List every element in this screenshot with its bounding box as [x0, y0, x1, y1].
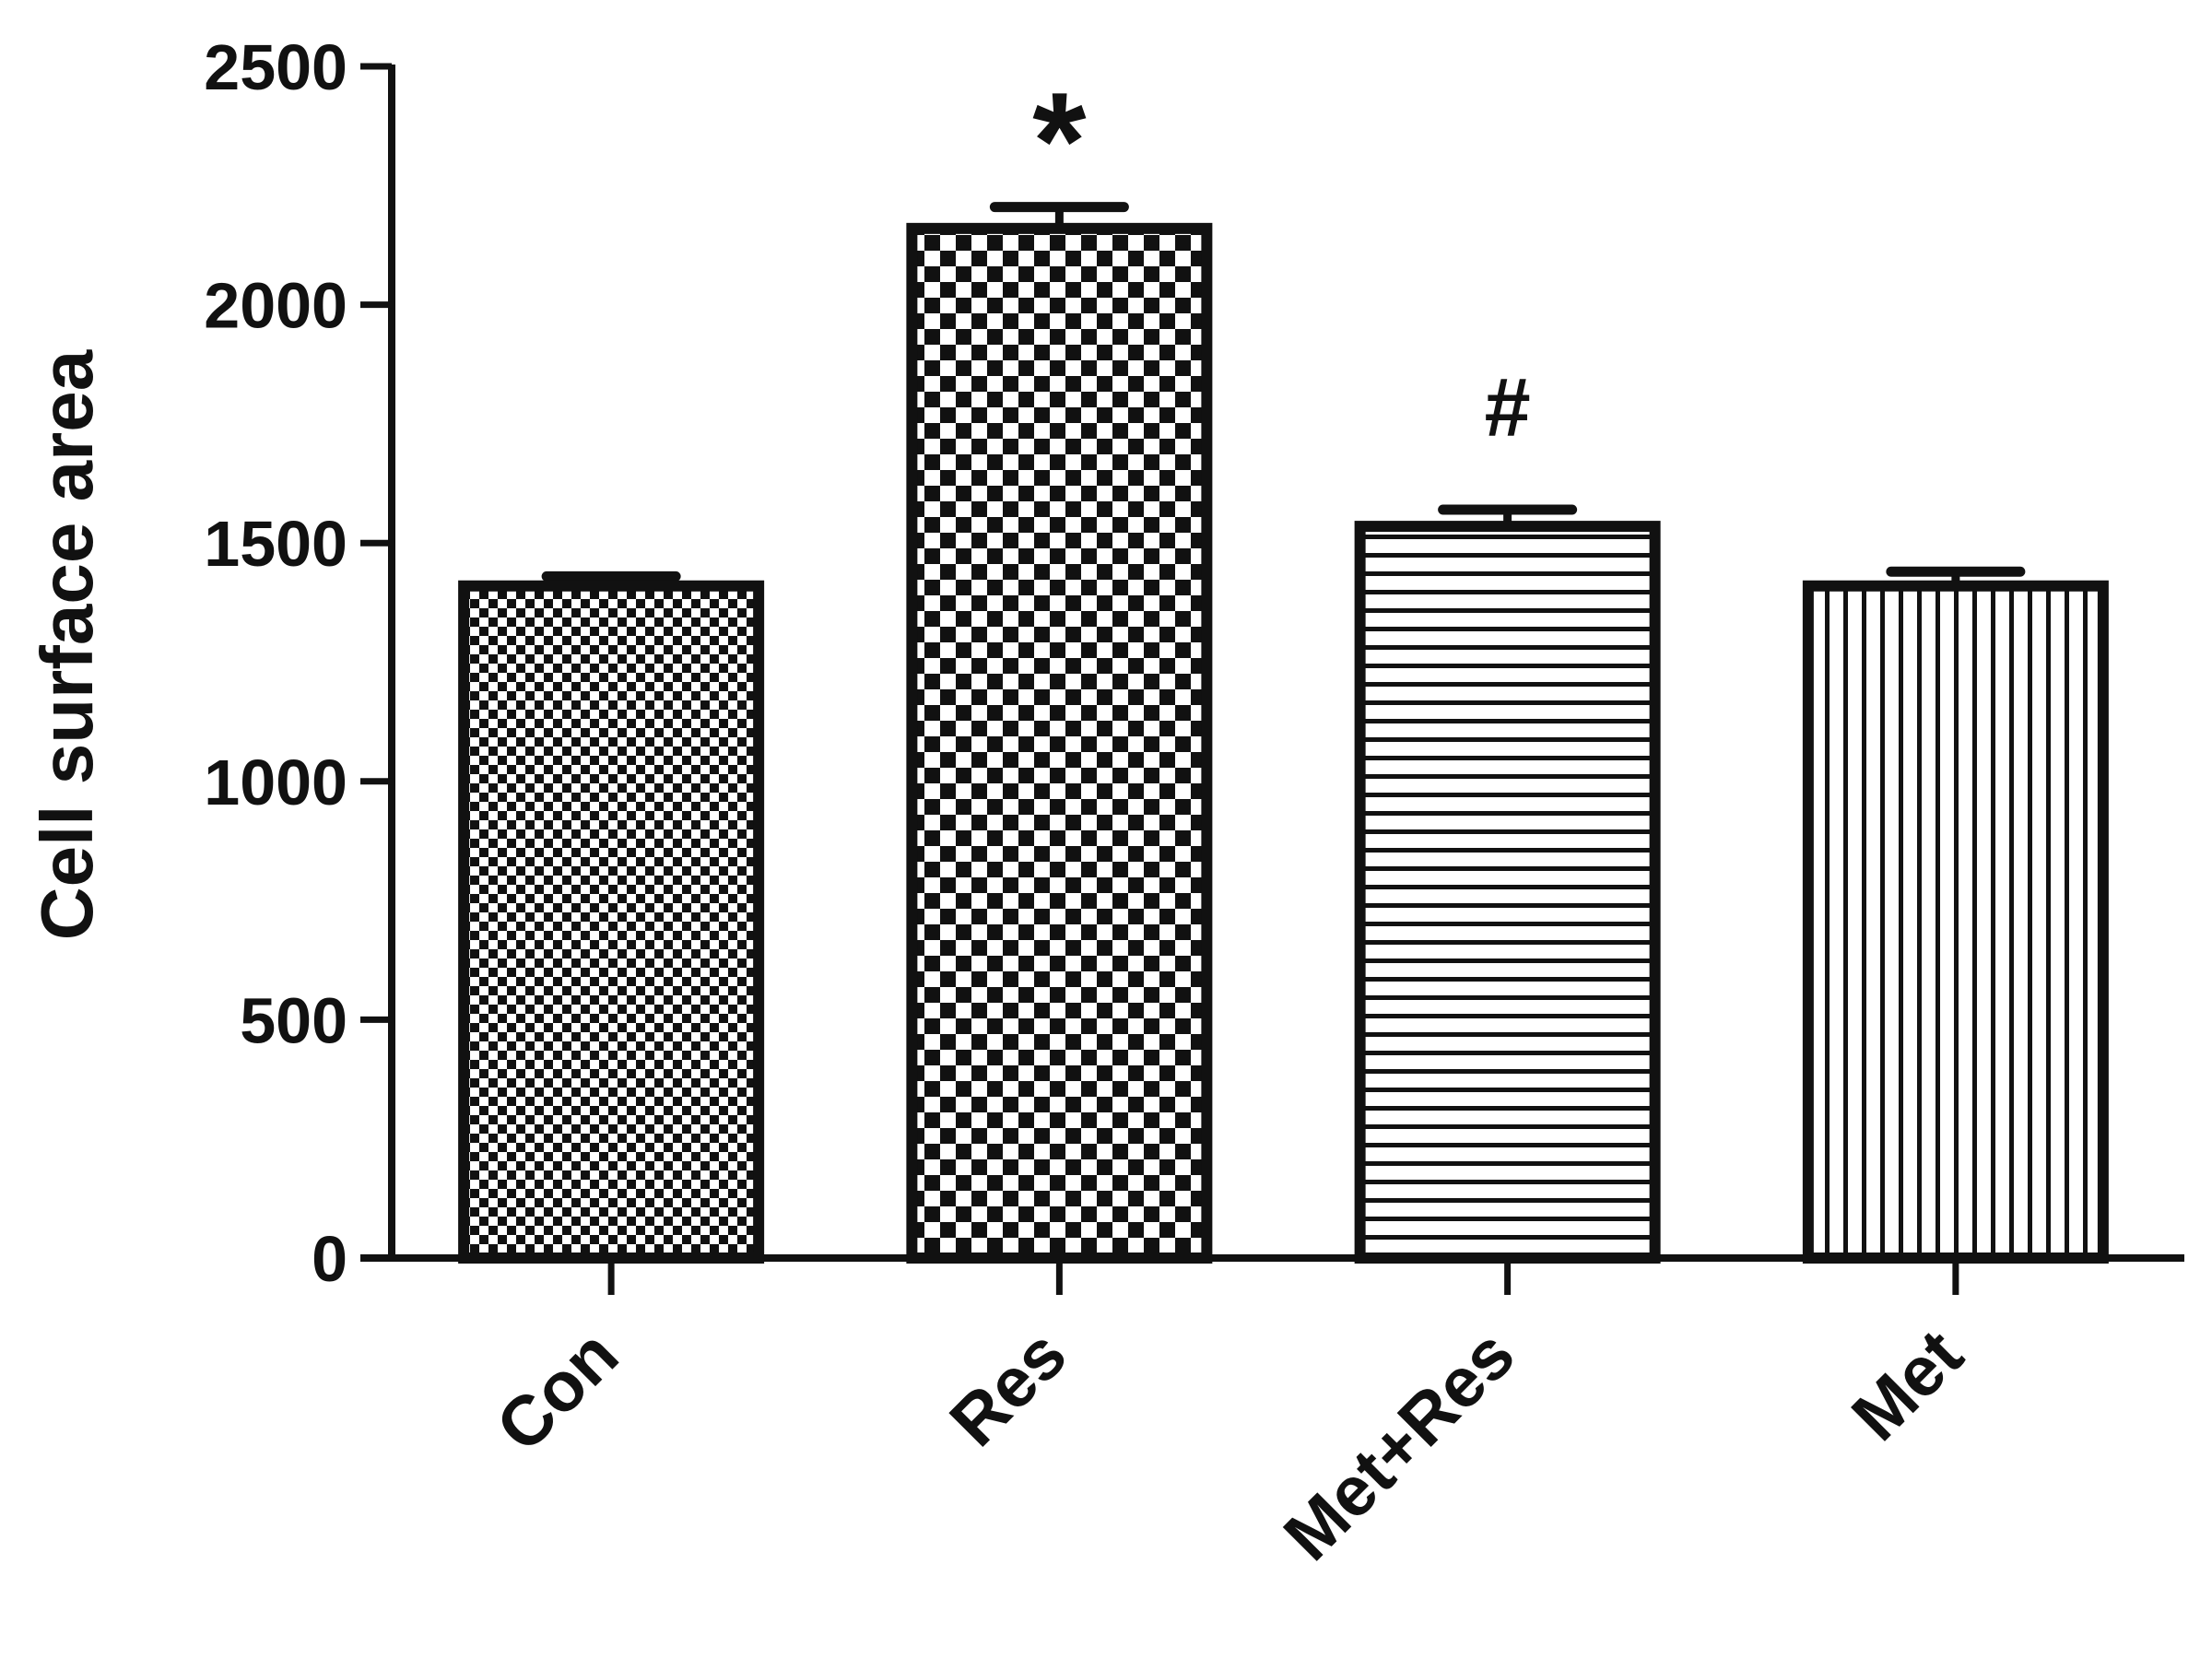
- y-tick-label: 1500: [204, 508, 347, 580]
- x-tick-labels: Con Res Met+Res Met: [482, 1315, 1978, 1576]
- y-tick-label: 500: [240, 984, 347, 1056]
- y-tick-label: 1000: [204, 747, 347, 818]
- x-tick-label: Met+Res: [1269, 1315, 1530, 1576]
- x-tick-label: Met: [1837, 1315, 1978, 1456]
- y-tick-label: 2500: [204, 31, 347, 103]
- x-tick-label: Con: [482, 1315, 634, 1467]
- significance-marker: *: [1032, 64, 1087, 218]
- significance-annotations: *#: [1032, 64, 1530, 454]
- bars-group: [458, 202, 2109, 1264]
- bar-met: [1802, 580, 2109, 1264]
- bar-con: [458, 580, 765, 1264]
- y-axis: 0 500 1000 1500 2000 2500: [204, 31, 395, 1295]
- bar-met-res: [1354, 521, 1661, 1264]
- y-axis-title: Cell surface area: [26, 349, 108, 940]
- significance-marker: #: [1485, 362, 1531, 454]
- x-tick-label: Res: [935, 1315, 1082, 1462]
- y-tick-label: 2000: [204, 270, 347, 342]
- y-tick-label: 0: [312, 1223, 347, 1295]
- bar-res: [906, 222, 1213, 1264]
